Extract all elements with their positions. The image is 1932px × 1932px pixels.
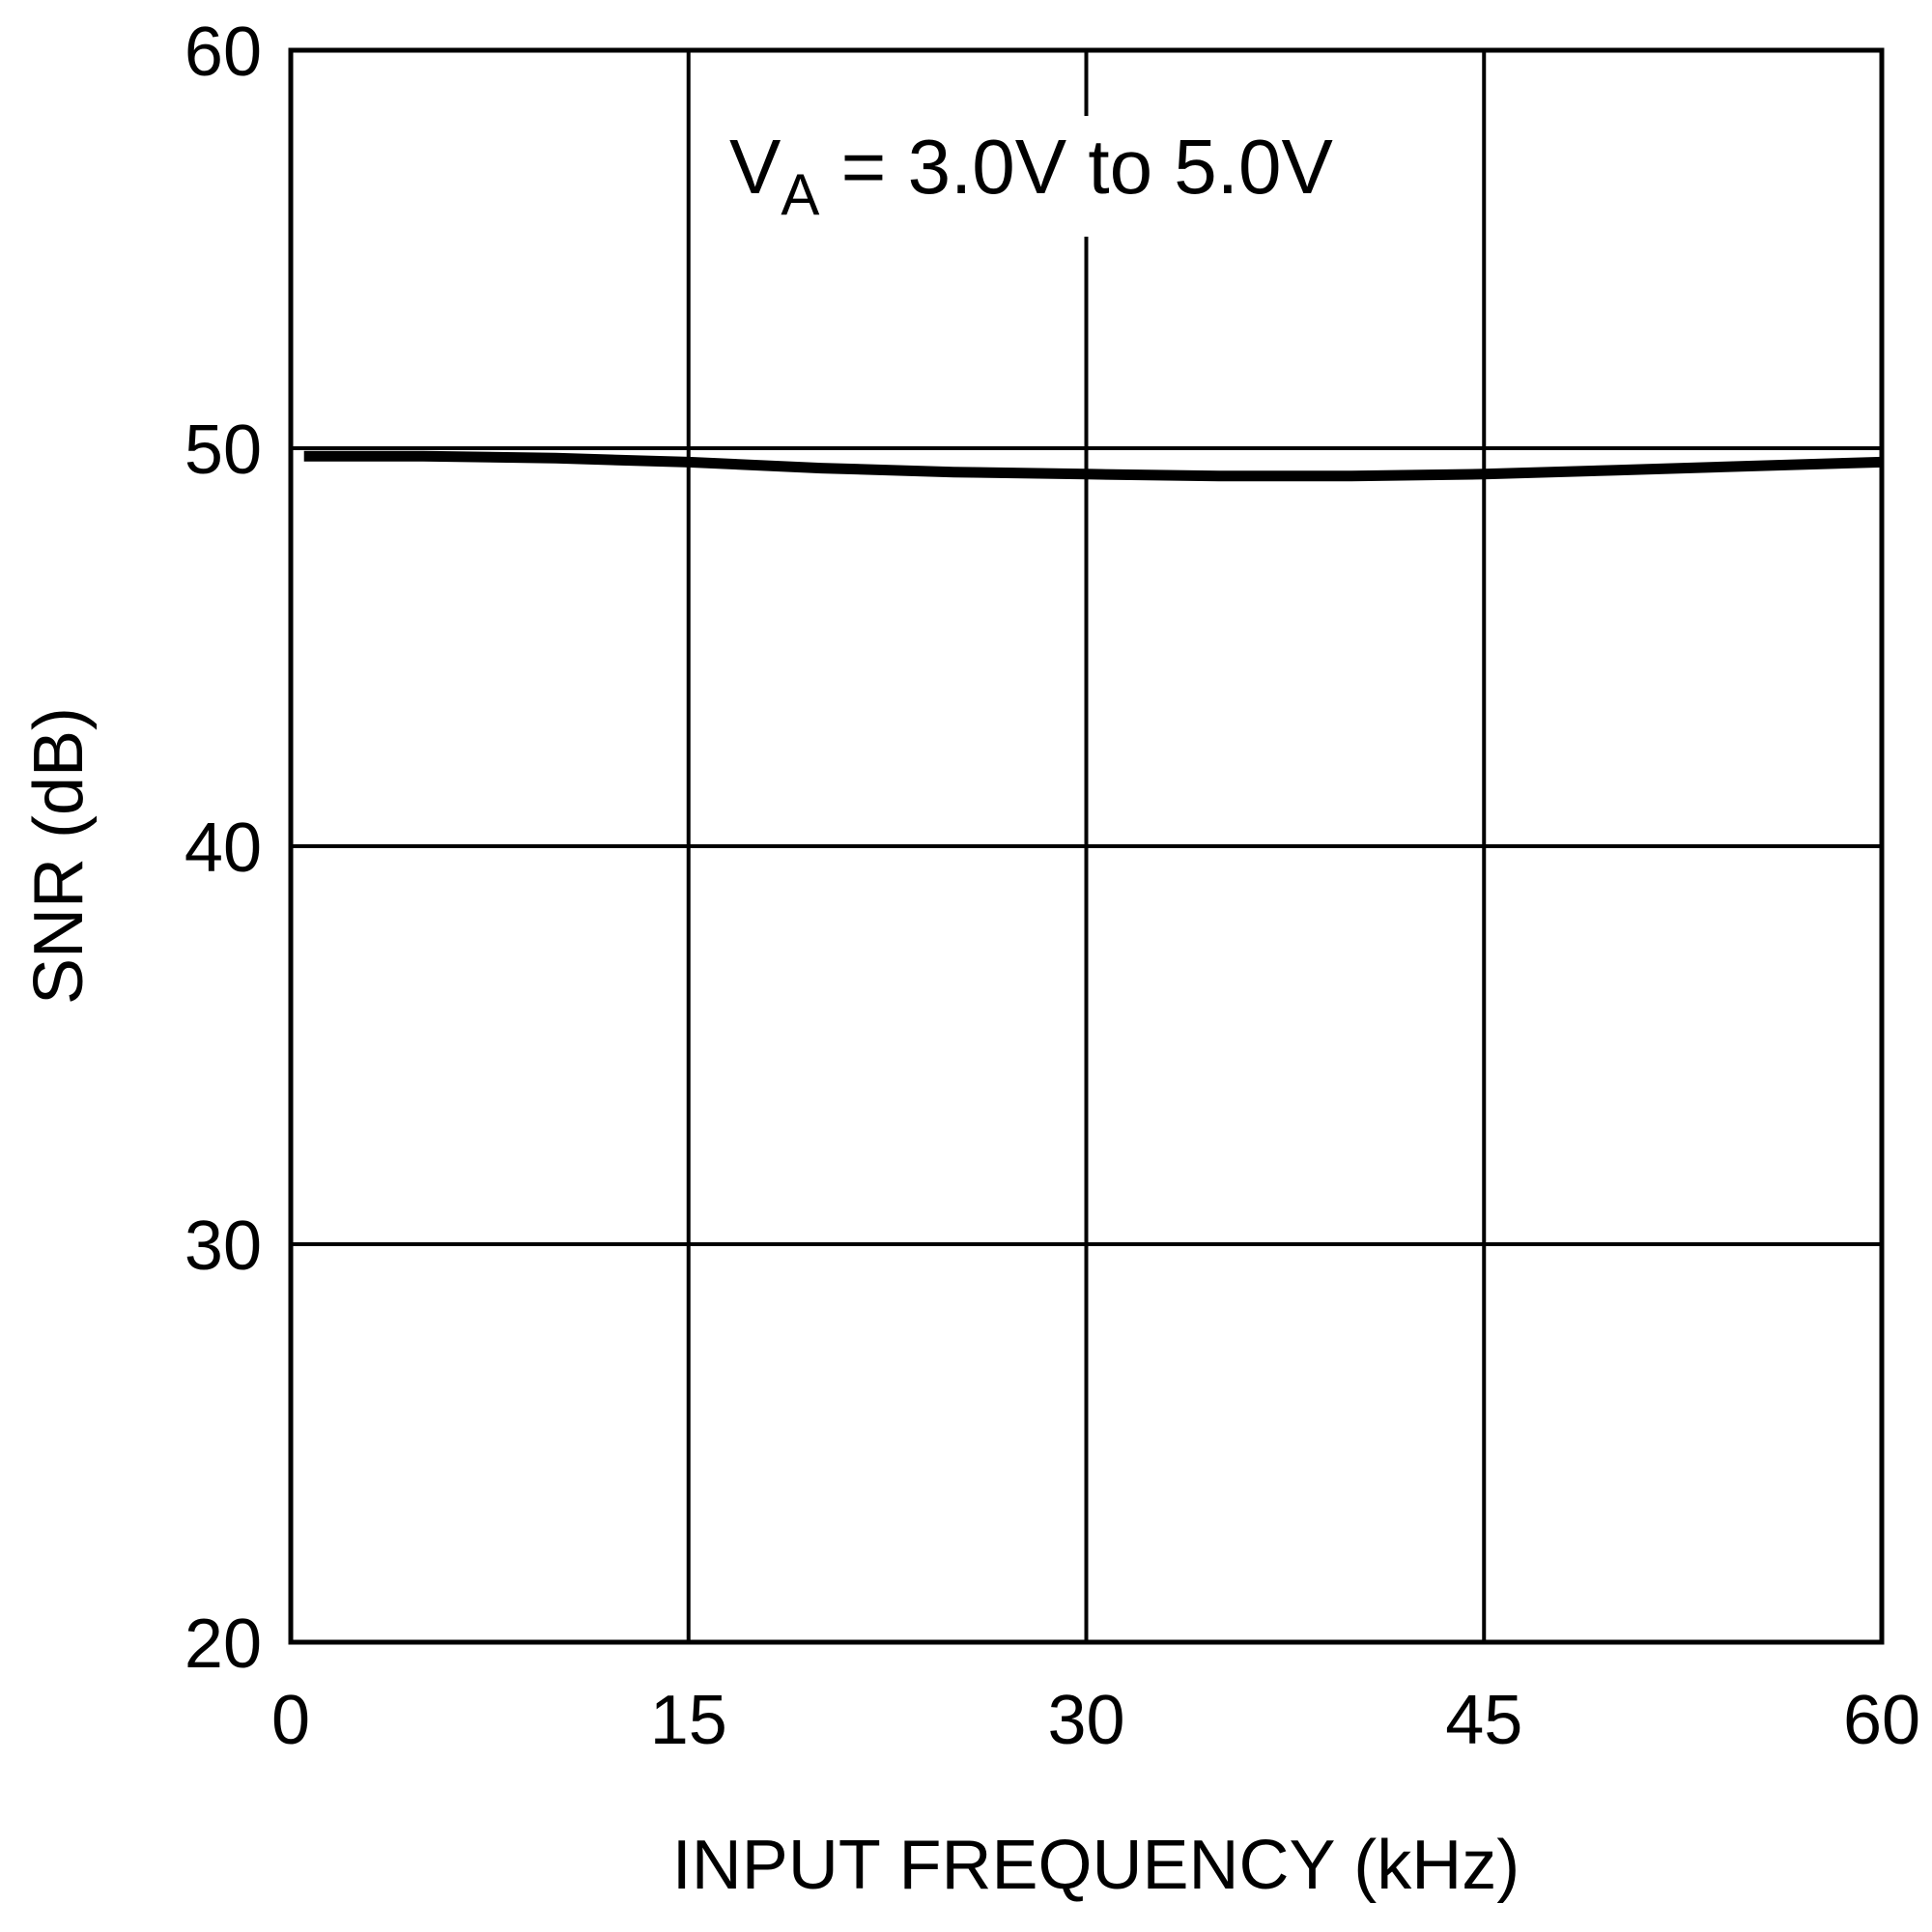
series-layer	[303, 450, 1883, 482]
x-tick-label: 45	[1445, 1682, 1522, 1759]
supply-voltage-annotation: VA = 3.0V to 5.0V	[729, 124, 1334, 227]
x-axis-title: INPUT FREQUENCY (kHz)	[672, 1827, 1520, 1904]
y-tick-label: 40	[185, 810, 262, 887]
y-tick-label: 20	[185, 1605, 262, 1683]
y-tick-label: 60	[185, 14, 262, 91]
annotation-rest: = 3.0V to 5.0V	[819, 124, 1333, 210]
snr-series-line	[303, 450, 1883, 482]
x-tick-label: 15	[650, 1682, 727, 1759]
y-tick-label: 50	[185, 412, 262, 489]
y-tick-label: 30	[185, 1208, 262, 1285]
x-tick-label: 60	[1843, 1682, 1920, 1759]
plot-frame	[288, 47, 1885, 1645]
x-tick-label: 0	[271, 1682, 310, 1759]
tick-labels: 0 15 30 45 60 20 30 40 50 60	[185, 14, 1920, 1759]
annotation-subscript: A	[781, 162, 819, 227]
y-axis-title: SNR (dB)	[20, 707, 98, 1005]
annotation-background	[715, 116, 1420, 237]
x-tick-label: 30	[1047, 1682, 1124, 1759]
grid-lines	[291, 50, 1882, 1642]
annotation-main: V	[729, 124, 781, 210]
